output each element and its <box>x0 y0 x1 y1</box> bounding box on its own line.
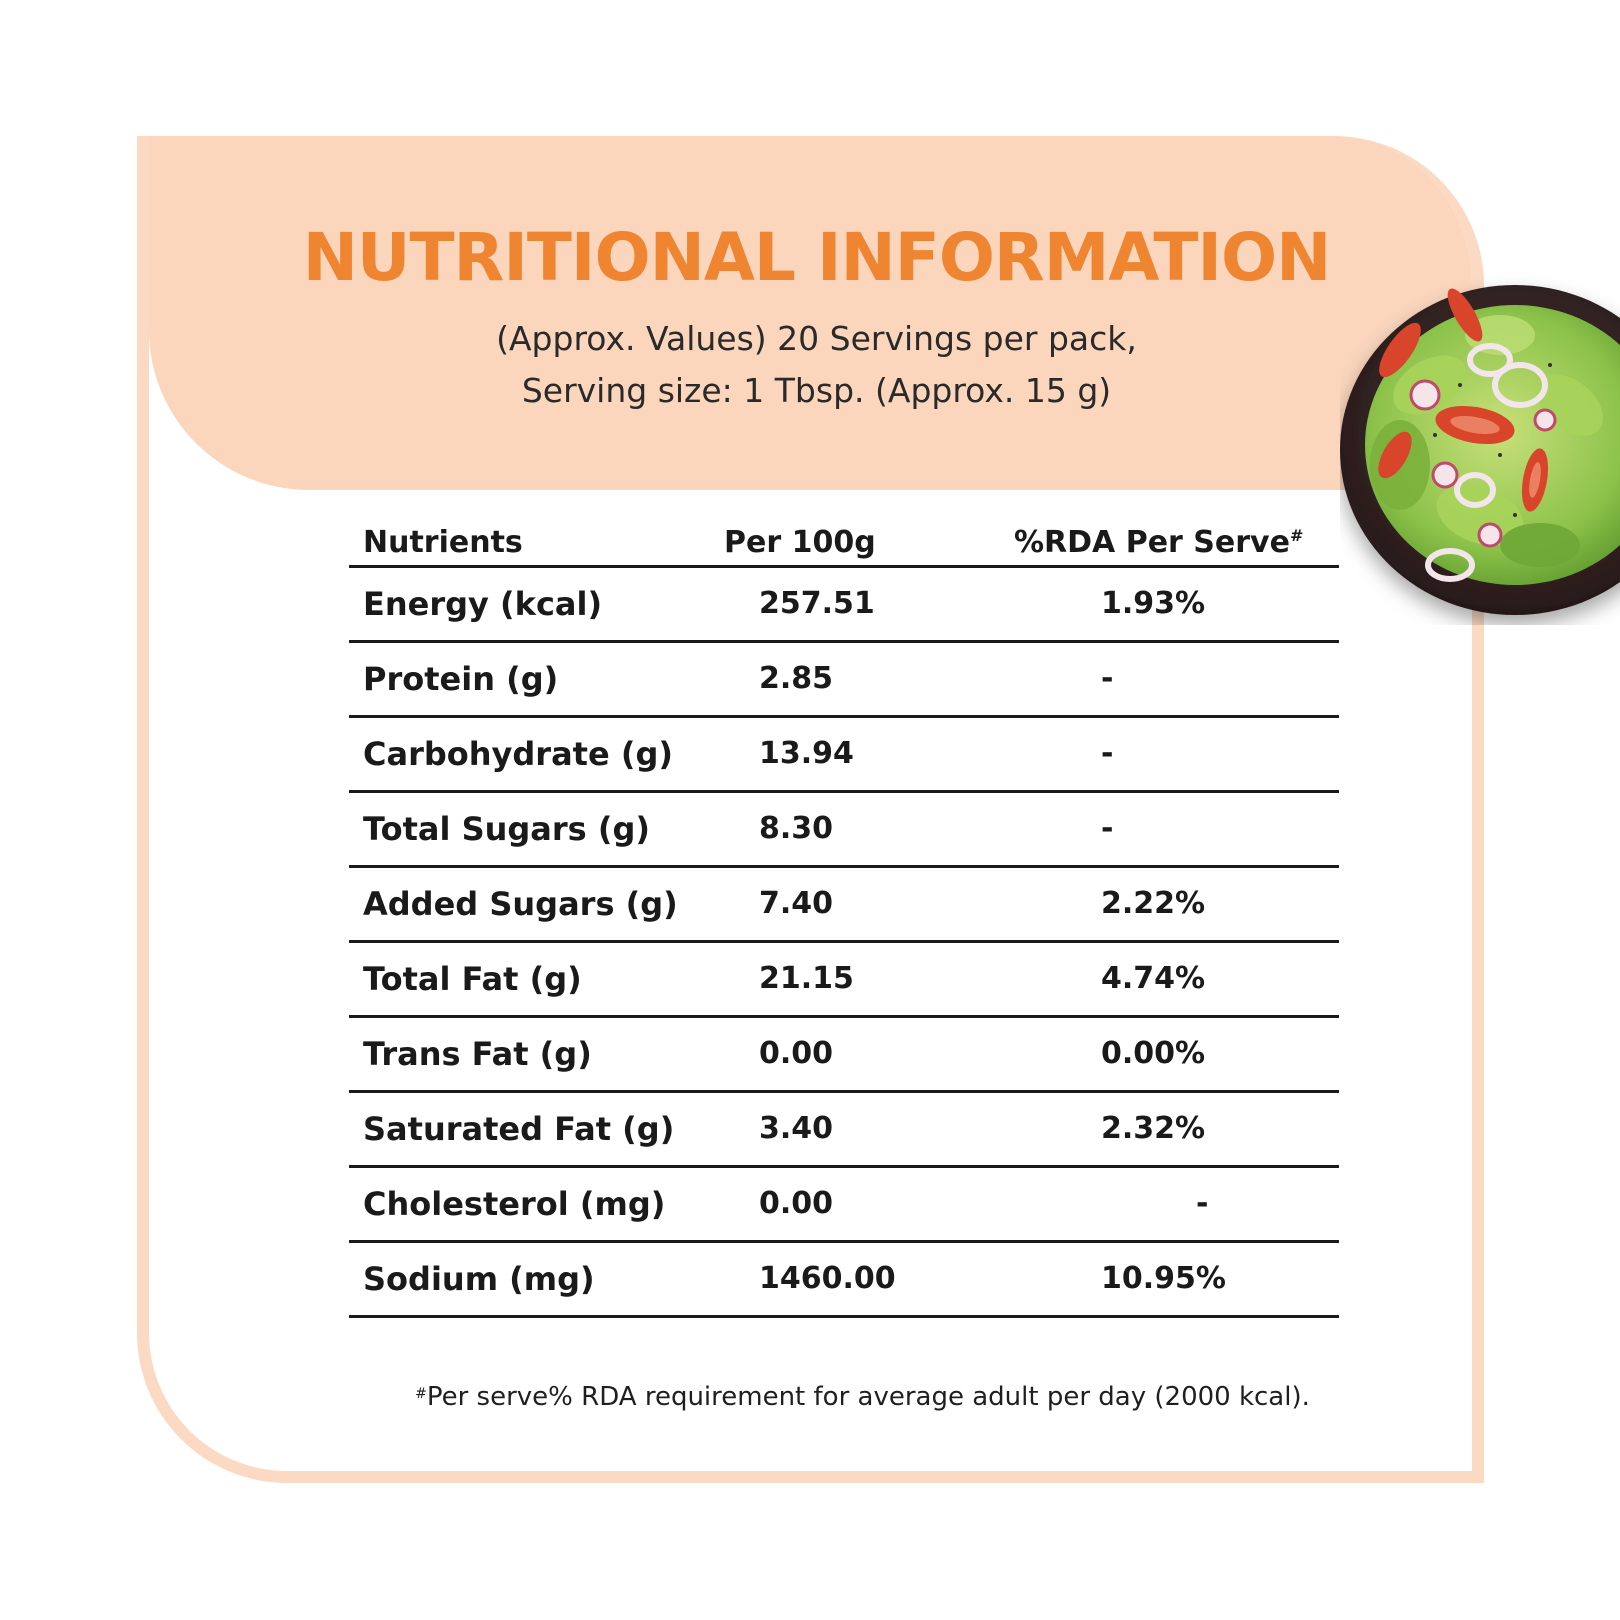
nutrient-name: Total Fat (g) <box>363 960 582 998</box>
title-banner: NUTRITIONAL INFORMATION (Approx. Values)… <box>149 136 1472 490</box>
per-100g-value: 0.00 <box>759 1036 834 1071</box>
table-row: Energy (kcal) 257.51 1.93% <box>349 568 1339 643</box>
per-100g-value: 2.85 <box>759 661 834 696</box>
pepper-specks <box>1433 363 1552 517</box>
nutrient-name: Trans Fat (g) <box>363 1035 592 1073</box>
rda-value: 2.32% <box>1101 1111 1206 1146</box>
rda-value: - <box>1196 1186 1209 1221</box>
rda-value: - <box>1101 736 1114 771</box>
table-row: Trans Fat (g) 0.00 0.00% <box>349 1018 1339 1093</box>
nutrient-name: Sodium (mg) <box>363 1260 595 1298</box>
nutrient-name: Cholesterol (mg) <box>363 1185 666 1223</box>
table-header-row: Nutrients Per 100g %RDA Per Serve# <box>349 521 1339 568</box>
per-100g-value: 13.94 <box>759 736 854 771</box>
footnote: #Per serve% RDA requirement for average … <box>149 1382 1472 1412</box>
table-row: Added Sugars (g) 7.40 2.22% <box>349 868 1339 943</box>
table-row: Carbohydrate (g) 13.94 - <box>349 718 1339 793</box>
per-100g-value: 3.40 <box>759 1111 834 1146</box>
salad-bowl-illustration <box>1340 285 1620 615</box>
onion-rings <box>1425 343 1548 582</box>
table-row: Saturated Fat (g) 3.40 2.32% <box>349 1093 1339 1168</box>
header-nutrients: Nutrients <box>363 525 523 560</box>
rda-value: 0.00% <box>1101 1036 1206 1071</box>
footnote-mark: # <box>415 1386 427 1402</box>
salad-bowl-image <box>1340 265 1620 625</box>
rda-value: - <box>1101 661 1114 696</box>
table-row: Sodium (mg) 1460.00 10.95% <box>349 1243 1339 1318</box>
per-100g-value: 1460.00 <box>759 1261 896 1296</box>
per-100g-value: 7.40 <box>759 886 834 921</box>
header-rda-mark: # <box>1289 526 1304 545</box>
per-100g-value: 21.15 <box>759 961 854 996</box>
rda-value: 2.22% <box>1101 886 1206 921</box>
table-row: Protein (g) 2.85 - <box>349 643 1339 718</box>
footnote-text: Per serve% RDA requirement for average a… <box>426 1382 1310 1412</box>
per-100g-value: 0.00 <box>759 1186 834 1221</box>
table-row: Cholesterol (mg) 0.00 - <box>349 1168 1339 1243</box>
header-per-100g: Per 100g <box>724 525 876 560</box>
per-100g-value: 257.51 <box>759 586 875 621</box>
header-rda-label: %RDA Per Serve <box>1014 525 1290 560</box>
rda-value: 1.93% <box>1101 586 1206 621</box>
header-rda: %RDA Per Serve# <box>1014 521 1303 565</box>
tomato-seeds <box>1450 416 1541 498</box>
table-row: Total Sugars (g) 8.30 - <box>349 793 1339 868</box>
serving-size-info: Serving size: 1 Tbsp. (Approx. 15 g) <box>521 371 1112 410</box>
radish-slices <box>1409 379 1557 548</box>
page-title: NUTRITIONAL INFORMATION <box>302 219 1332 296</box>
rda-value: 10.95% <box>1101 1261 1226 1296</box>
rda-value: 4.74% <box>1101 961 1206 996</box>
nutrient-name: Saturated Fat (g) <box>363 1110 675 1148</box>
servings-info: (Approx. Values) 20 Servings per pack, <box>496 319 1137 358</box>
nutrient-name: Added Sugars (g) <box>363 885 678 923</box>
nutrient-name: Total Sugars (g) <box>363 810 651 848</box>
nutrition-card: NUTRITIONAL INFORMATION (Approx. Values)… <box>137 136 1484 1483</box>
nutrient-name: Energy (kcal) <box>363 585 603 623</box>
nutrient-name: Carbohydrate (g) <box>363 735 673 773</box>
rda-value: - <box>1101 811 1114 846</box>
nutrition-table: Nutrients Per 100g %RDA Per Serve# Energ… <box>349 521 1339 1318</box>
per-100g-value: 8.30 <box>759 811 834 846</box>
table-row: Total Fat (g) 21.15 4.74% <box>349 943 1339 1018</box>
nutrient-name: Protein (g) <box>363 660 559 698</box>
